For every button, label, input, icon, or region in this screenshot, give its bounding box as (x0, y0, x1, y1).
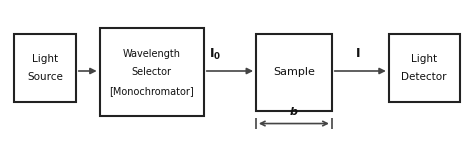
Text: Sample: Sample (273, 67, 315, 77)
Text: [Monochromator]: [Monochromator] (109, 86, 194, 96)
Bar (256, 34, 332, 111)
Bar (14, 34, 76, 102)
Text: Wavelength: Wavelength (123, 49, 181, 59)
Text: Light: Light (32, 54, 58, 64)
Text: Selector: Selector (132, 67, 172, 77)
Text: b: b (290, 107, 298, 117)
Text: Detector: Detector (401, 72, 447, 82)
Text: Light: Light (411, 54, 438, 64)
Text: $\mathbf{I}$: $\mathbf{I}$ (355, 47, 361, 60)
Text: $\mathbf{I_0}$: $\mathbf{I_0}$ (210, 46, 222, 61)
Bar (389, 34, 460, 102)
Text: Source: Source (27, 72, 63, 82)
Bar (100, 28, 204, 116)
